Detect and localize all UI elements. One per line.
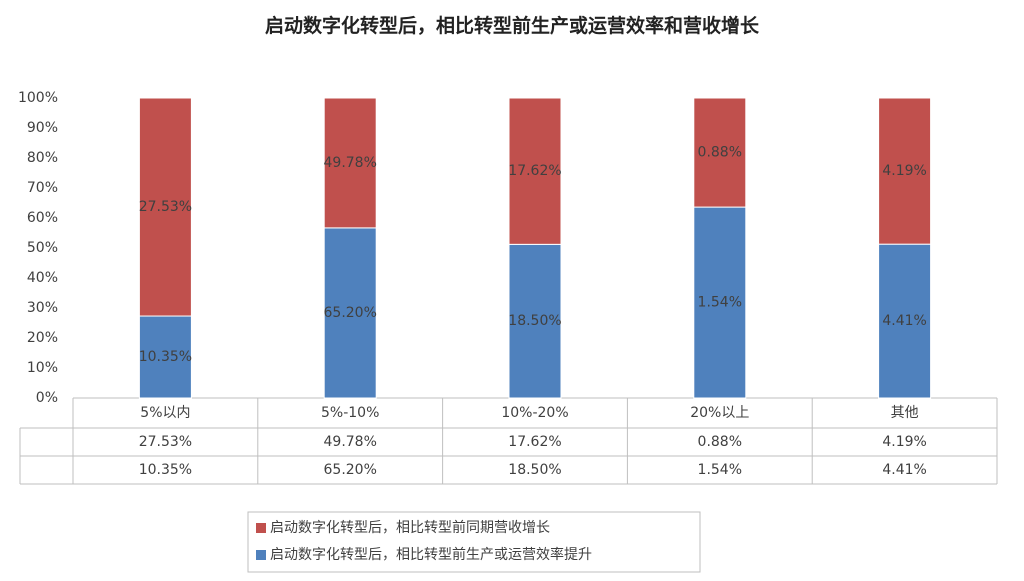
data-label: 18.50% xyxy=(508,313,561,329)
y-tick-label: 0% xyxy=(36,390,58,406)
y-tick-label: 30% xyxy=(27,300,58,316)
table-cell: 49.78% xyxy=(324,434,377,450)
data-label: 10.35% xyxy=(139,349,192,365)
table-cell: 65.20% xyxy=(324,462,377,478)
x-tick-label: 10%-20% xyxy=(501,405,568,421)
table-cell: 4.41% xyxy=(882,462,926,478)
data-label: 4.41% xyxy=(882,313,926,329)
data-label: 1.54% xyxy=(698,295,742,311)
y-tick-label: 50% xyxy=(27,240,58,256)
y-tick-label: 90% xyxy=(27,120,58,136)
table-cell: 18.50% xyxy=(508,462,561,478)
bar-segment xyxy=(693,97,747,208)
bar-segment xyxy=(323,227,377,399)
data-label: 17.62% xyxy=(508,163,561,179)
data-label: 4.19% xyxy=(882,163,926,179)
legend-swatch xyxy=(256,550,266,560)
chart-title: 启动数字化转型后，相比转型前生产或运营效率和营收增长 xyxy=(265,14,760,37)
legend-label: 启动数字化转型后，相比转型前同期营收增长 xyxy=(270,519,550,536)
table-cell: 1.54% xyxy=(698,462,742,478)
bar-segment xyxy=(878,243,932,399)
table-cell: 17.62% xyxy=(508,434,561,450)
legend-label: 启动数字化转型后，相比转型前生产或运营效率提升 xyxy=(270,546,592,563)
data-label: 27.53% xyxy=(139,199,192,215)
bar-segment xyxy=(508,243,562,399)
y-tick-label: 100% xyxy=(18,90,58,106)
bar-segment xyxy=(138,97,192,317)
y-tick-label: 20% xyxy=(27,330,58,346)
bar-segment xyxy=(693,206,747,399)
x-tick-label: 5%以内 xyxy=(140,405,190,421)
x-tick-label: 5%-10% xyxy=(321,405,379,421)
bar-segment xyxy=(138,315,192,399)
y-tick-label: 10% xyxy=(27,360,58,376)
table-cell: 10.35% xyxy=(139,462,192,478)
data-label: 0.88% xyxy=(698,145,742,161)
table-cell: 4.19% xyxy=(882,434,926,450)
y-tick-label: 70% xyxy=(27,180,58,196)
table-cell: 0.88% xyxy=(698,434,742,450)
table-cell: 27.53% xyxy=(139,434,192,450)
bar-segment xyxy=(508,97,562,245)
data-label: 49.78% xyxy=(324,155,377,171)
legend-box xyxy=(247,511,701,573)
x-tick-label: 其他 xyxy=(891,405,919,421)
x-tick-label: 20%以上 xyxy=(690,405,749,421)
legend-swatch xyxy=(256,523,266,533)
data-label: 65.20% xyxy=(324,305,377,321)
bar-segment xyxy=(878,97,932,245)
y-tick-label: 60% xyxy=(27,210,58,226)
y-tick-label: 40% xyxy=(27,270,58,286)
bar-segment xyxy=(323,97,377,229)
y-tick-label: 80% xyxy=(27,150,58,166)
